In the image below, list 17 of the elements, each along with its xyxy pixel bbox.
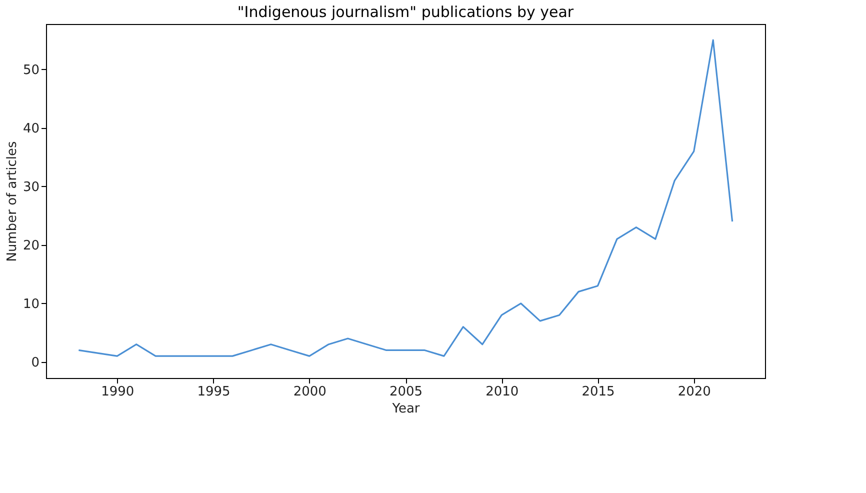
x-tick-label: 2020 [678,384,711,400]
y-tick-label: 50 [22,62,40,78]
x-tick-label: 1990 [101,384,134,400]
x-tick-label: 2015 [582,384,615,400]
x-tick-label: 1995 [197,384,230,400]
y-tick-label: 10 [22,296,40,312]
y-tick-label: 30 [22,180,40,195]
y-tick-label: 0 [31,355,40,370]
y-tick-label: 20 [22,238,40,254]
y-tick-label: 40 [22,121,40,136]
line-series [78,39,734,357]
chart-title: "Indigenous journalism" publications by year [237,3,574,21]
y-axis-title: Number of articles [4,140,20,262]
x-tick-label: 2000 [293,384,326,400]
x-axis-title: Year [391,402,420,416]
x-tick-label: 2005 [389,384,423,400]
x-tick-label: 2010 [486,384,519,400]
